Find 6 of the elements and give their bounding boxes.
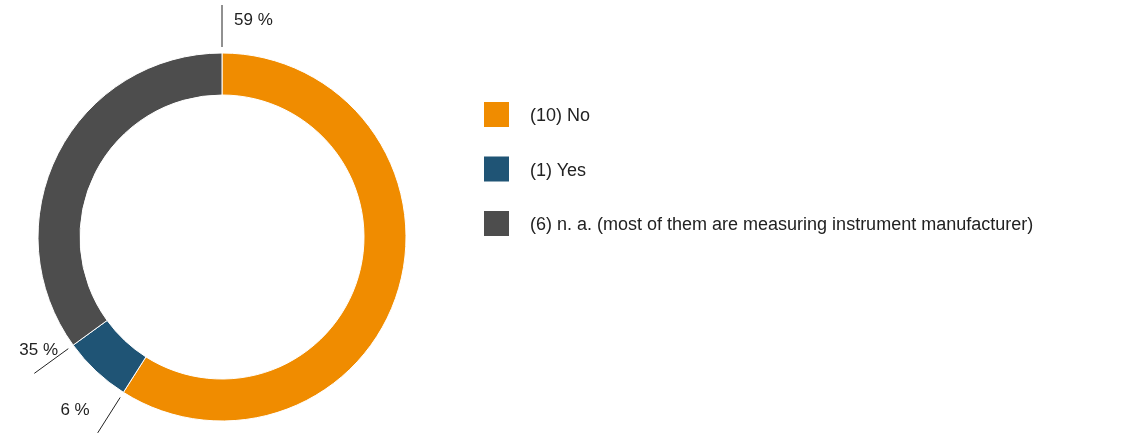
data-label: 6 % xyxy=(60,399,90,419)
legend-label: (10) No xyxy=(530,105,591,125)
data-label: 59 % xyxy=(234,10,273,29)
legend-label: (1) Yes xyxy=(530,159,587,180)
data-label: 35 % xyxy=(19,340,58,360)
legend-label: (6) n. a. (most of them are measuring instrument manufacturer) xyxy=(530,214,1034,234)
